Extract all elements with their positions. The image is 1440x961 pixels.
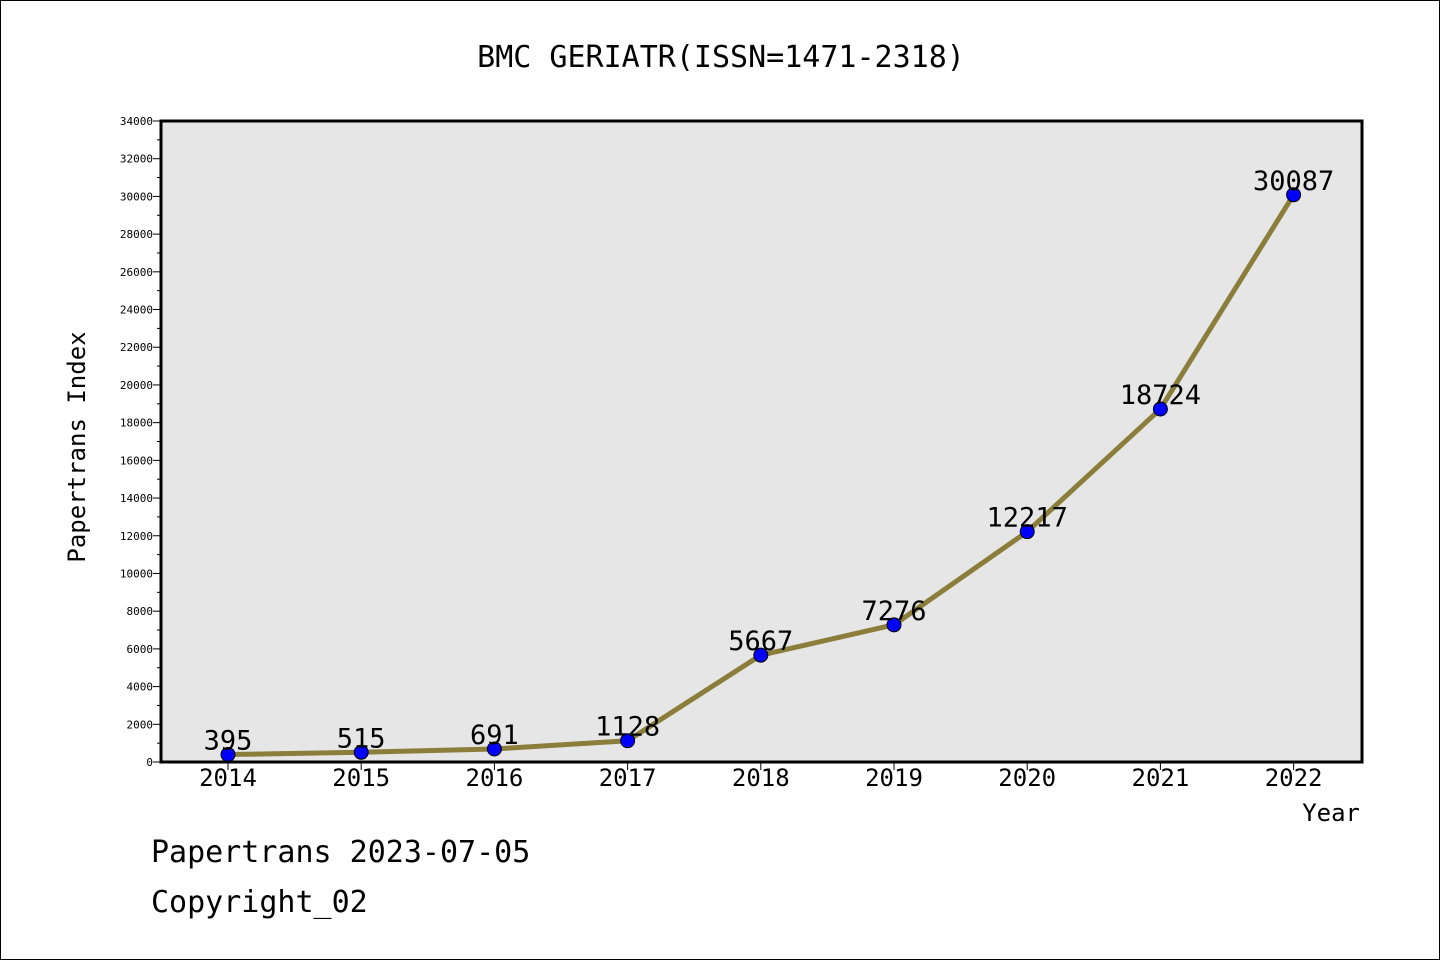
y-tick-label: 6000 xyxy=(127,643,154,656)
y-tick-label: 0 xyxy=(146,756,153,769)
y-tick-label: 20000 xyxy=(120,379,153,392)
data-point-marker xyxy=(620,733,636,749)
x-axis: 2014 2015 2016 2017 2018 2019 2020 2021 2022 xyxy=(199,762,1322,792)
y-axis-label: Papertrans Index xyxy=(63,331,91,562)
x-tick-label: 2022 xyxy=(1265,764,1323,792)
x-axis-label: Year xyxy=(1302,799,1360,827)
data-point-marker xyxy=(1286,187,1302,203)
data-label: 395 xyxy=(204,726,253,757)
data-label: 515 xyxy=(337,723,386,754)
data-point-marker xyxy=(353,744,369,760)
y-tick-label: 30000 xyxy=(120,190,153,203)
y-tick-label: 2000 xyxy=(127,718,154,731)
y-tick-label: 8000 xyxy=(127,605,154,618)
x-tick-label: 2019 xyxy=(865,764,923,792)
y-tick-label: 26000 xyxy=(120,266,153,279)
data-label: 12217 xyxy=(987,503,1068,534)
data-label-group: 395 515 691 1128 5667 7276 12217 18724 30087 xyxy=(204,166,1335,757)
data-label: 5667 xyxy=(728,626,793,657)
data-point-marker xyxy=(753,647,769,663)
chart-title: BMC GERIATR(ISSN=1471-2318) xyxy=(477,40,965,75)
footer-copyright: Copyright_02 xyxy=(151,885,368,920)
x-tick-label: 2014 xyxy=(199,764,257,792)
y-axis: 0 2000 4000 6000 8000 10000 12000 14000 16000 180… xyxy=(120,115,161,769)
series-line-group xyxy=(220,187,1302,763)
data-label: 18724 xyxy=(1120,380,1201,411)
data-point-marker xyxy=(886,617,902,633)
data-label: 7276 xyxy=(861,596,926,627)
data-label: 1128 xyxy=(595,712,660,743)
y-tick-label: 28000 xyxy=(120,228,153,241)
footer-date: Papertrans 2023-07-05 xyxy=(151,835,531,870)
data-point-marker xyxy=(486,741,502,757)
data-point-marker xyxy=(1019,524,1035,540)
plot-border xyxy=(159,119,1364,764)
data-label: 691 xyxy=(470,720,519,751)
y-tick-label: 22000 xyxy=(120,341,153,354)
x-tick-label: 2018 xyxy=(732,764,790,792)
y-tick-label: 14000 xyxy=(120,492,153,505)
y-tick-label: 16000 xyxy=(120,454,153,467)
x-tick-label: 2017 xyxy=(599,764,657,792)
y-tick-label: 12000 xyxy=(120,530,153,543)
y-tick-label: 18000 xyxy=(120,417,153,430)
data-point-marker xyxy=(1152,401,1168,417)
y-tick-label: 10000 xyxy=(120,567,153,580)
x-tick-label: 2020 xyxy=(998,764,1056,792)
y-tick-label: 32000 xyxy=(120,153,153,166)
y-tick-label: 4000 xyxy=(127,681,154,694)
y-tick-label: 34000 xyxy=(120,115,153,128)
x-tick-label: 2015 xyxy=(332,764,390,792)
x-tick-label: 2016 xyxy=(466,764,524,792)
x-tick-label: 2021 xyxy=(1132,764,1190,792)
data-label: 30087 xyxy=(1253,166,1334,197)
y-tick-label: 24000 xyxy=(120,304,153,317)
plot-area xyxy=(161,121,1362,762)
